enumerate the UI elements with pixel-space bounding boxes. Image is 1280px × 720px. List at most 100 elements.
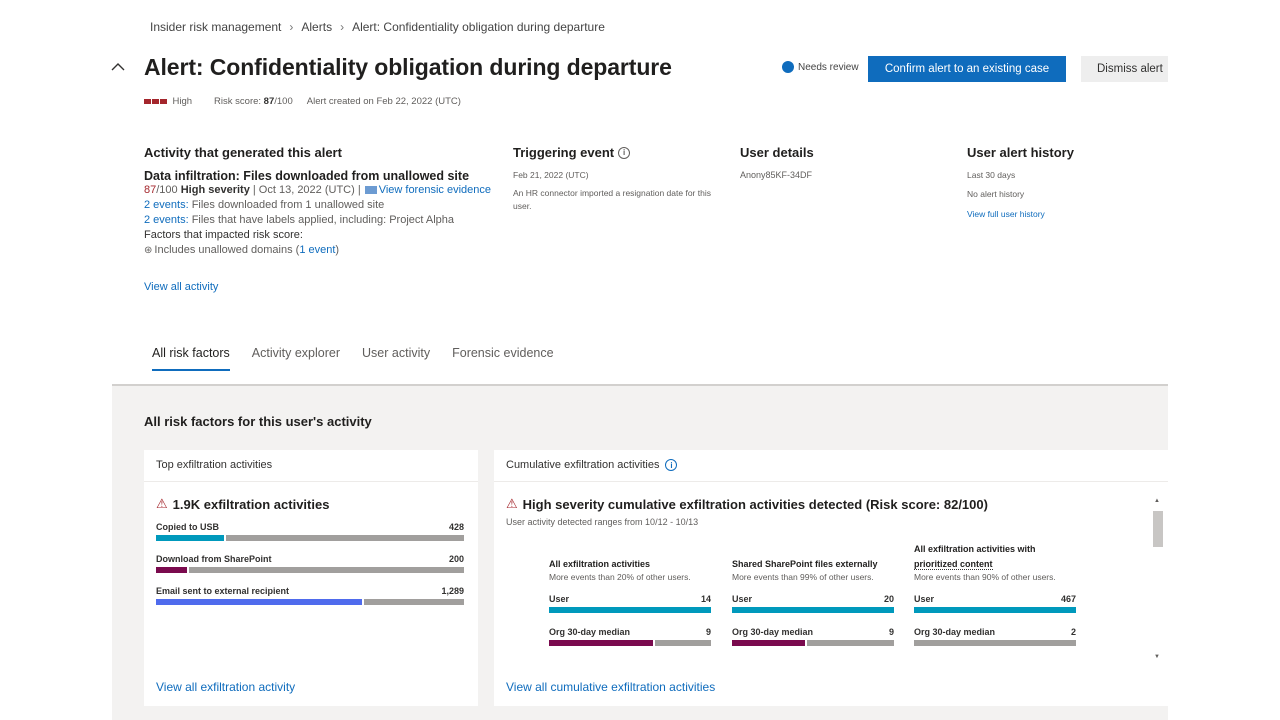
user-alert-history-section: User alert history Last 30 days No alert… <box>967 145 1167 220</box>
alert-meta-row: High Risk score: 87/100 Alert created on… <box>144 96 461 107</box>
info-icon[interactable]: i <box>618 146 631 159</box>
events-link-2[interactable]: 2 events: <box>144 214 189 226</box>
risk-factors-title: All risk factors for this user's activit… <box>144 414 372 429</box>
metric-title-text: All exfiltration activities <box>549 559 651 569</box>
user-id: Anony85KF-34DF <box>740 170 813 180</box>
breadcrumb-item-alerts[interactable]: Alerts <box>301 20 333 34</box>
triggering-event-section: Triggering event i Feb 21, 2022 (UTC) An… <box>513 145 728 212</box>
info-icon[interactable]: i <box>665 459 678 471</box>
metric-title: All exfiltration activities with prioriti… <box>914 542 1076 572</box>
chevron-right-icon: › <box>289 20 294 34</box>
metric-bar-row: User 467 <box>914 594 1076 613</box>
risk-score: Risk score: 87/100 <box>214 96 293 107</box>
tab-forensic-evidence[interactable]: Forensic evidence <box>452 346 554 360</box>
events-text-2: Files that have labels applied, includin… <box>188 214 455 226</box>
user-details-section: User details Anony85KF-34DF <box>740 145 940 182</box>
activity-score-line: 87/100 High severity | Oct 13, 2022 (UTC… <box>144 183 504 198</box>
view-all-cumulative-link[interactable]: View all cumulative exfiltration activit… <box>506 680 716 694</box>
metric-bar-label: User <box>732 594 753 604</box>
metric-bar-row: User 14 <box>549 594 711 613</box>
top-exfiltration-headline-text: 1.9K exfiltration activities <box>172 496 330 512</box>
activity-headline: Data infiltration: Files downloaded from… <box>144 169 470 183</box>
view-forensic-evidence-link[interactable]: View forensic evidence <box>378 184 491 196</box>
scroll-up-arrow-icon[interactable]: ▲ <box>1154 498 1160 504</box>
metric-bar-fill <box>549 640 653 646</box>
activity-section: Activity that generated this alert Data … <box>144 145 504 258</box>
triggering-event-date: Feb 21, 2022 (UTC) <box>513 170 589 180</box>
cumulative-exfiltration-card: Cumulative exfiltration activities i ⚠ H… <box>494 450 1168 706</box>
metric-bar-fill <box>732 607 894 613</box>
breadcrumb-item-insider-risk[interactable]: Insider risk management <box>150 20 282 34</box>
view-all-activity-link[interactable]: View all activity <box>144 281 219 293</box>
cumulative-metric: All exfiltration activities with prioriti… <box>914 542 1076 646</box>
tab-user-activity[interactable]: User activity <box>362 346 431 360</box>
metric-bar-label: User <box>549 594 570 604</box>
bar-fill <box>156 599 363 605</box>
risk-score-value: 87 <box>263 96 275 107</box>
bar-fill <box>156 535 224 541</box>
bar-remainder <box>225 535 464 541</box>
exfiltration-bar-row: Download from SharePoint 200 <box>156 554 464 573</box>
top-exfiltration-headline: ⚠ 1.9K exfiltration activities <box>156 496 464 512</box>
factor-text: Includes unallowed domains ( <box>154 244 300 256</box>
severity-bars-icon <box>144 99 167 104</box>
chevron-up-icon[interactable] <box>110 60 126 74</box>
cumulative-subtitle: User activity detected ranges from 10/12… <box>506 517 699 527</box>
top-exfiltration-card: Top exfiltration activities ⚠ 1.9K exfil… <box>144 450 478 706</box>
metric-bar-value: 9 <box>705 627 711 637</box>
activity-score-max: /100 <box>156 184 178 196</box>
triggering-event-title-text: Triggering event <box>513 145 615 160</box>
activity-date: | Oct 13, 2022 (UTC) | <box>249 184 361 196</box>
metric-bar-remainder <box>654 640 711 646</box>
scroll-down-arrow-icon[interactable]: ▼ <box>1154 654 1160 660</box>
activity-title: Activity that generated this alert <box>144 145 342 160</box>
tab-all-risk-factors[interactable]: All risk factors <box>152 346 230 371</box>
activity-line-1: 2 events: Files downloaded from 1 unallo… <box>144 198 504 213</box>
cumulative-headline: ⚠ High severity cumulative exfiltration … <box>506 496 1146 512</box>
metric-bar-fill <box>732 640 805 646</box>
cumulative-exfiltration-header: Cumulative exfiltration activities i <box>494 450 1168 482</box>
forensic-evidence-icon <box>364 186 377 195</box>
metric-bar-fill <box>549 607 711 613</box>
bar-value: 200 <box>448 554 464 564</box>
metric-bar-remainder <box>914 640 1076 646</box>
tab-bar: All risk factors Activity explorer User … <box>152 346 554 371</box>
metric-bar-row: User 20 <box>732 594 894 613</box>
factor-event-link[interactable]: 1 event <box>299 244 336 256</box>
top-exfiltration-header: Top exfiltration activities <box>144 450 478 482</box>
page-title: Alert: Confidentiality obligation during… <box>144 54 672 80</box>
domain-icon: ⊛ <box>144 245 153 256</box>
view-full-user-history-link[interactable]: View full user history <box>967 208 1045 219</box>
exfiltration-bar-row: Copied to USB 428 <box>156 522 464 541</box>
factors-title: Factors that impacted risk score: <box>144 229 303 241</box>
metric-bar-label: User <box>914 594 935 604</box>
tab-activity-explorer[interactable]: Activity explorer <box>251 346 341 360</box>
exfiltration-bar-row: Email sent to external recipient 1,289 <box>156 586 464 605</box>
severity-label: High <box>172 96 193 107</box>
metric-bar-value: 20 <box>883 594 894 604</box>
metric-bar-label: Org 30-day median <box>914 627 996 637</box>
metric-bar-value: 467 <box>1060 594 1076 604</box>
scrollbar-thumb[interactable] <box>1153 511 1163 547</box>
bar-fill <box>156 567 187 573</box>
metric-bar-row: Org 30-day median 2 <box>914 627 1076 646</box>
cumulative-headline-text: High severity cumulative exfiltration ac… <box>522 496 988 512</box>
history-period: Last 30 days <box>967 170 1016 180</box>
risk-score-label: Risk score: <box>214 96 262 107</box>
metric-title-underlined[interactable]: prioritized content <box>914 559 993 570</box>
metric-title-text: All exfiltration activities with <box>914 544 1036 554</box>
factor-close: ) <box>335 244 340 256</box>
metric-subtitle: More events than 90% of other users. <box>914 572 1056 582</box>
events-link-1[interactable]: 2 events: <box>144 199 189 211</box>
activity-line-2: 2 events: Files that have labels applied… <box>144 213 504 228</box>
cumulative-metric: All exfiltration activities More events t… <box>549 557 711 646</box>
triggering-event-description: An HR connector imported a resignation d… <box>513 188 711 211</box>
alert-created-date: Alert created on Feb 22, 2022 (UTC) <box>306 96 461 107</box>
view-all-exfiltration-link[interactable]: View all exfiltration activity <box>156 680 296 694</box>
status-label: Needs review <box>798 61 859 73</box>
warning-icon: ⚠ <box>156 496 168 511</box>
bar-label: Download from SharePoint <box>156 554 272 564</box>
bar-label: Email sent to external recipient <box>156 586 290 596</box>
confirm-alert-button[interactable]: Confirm alert to an existing case <box>868 56 1066 82</box>
dismiss-alert-button[interactable]: Dismiss alert <box>1081 56 1168 82</box>
